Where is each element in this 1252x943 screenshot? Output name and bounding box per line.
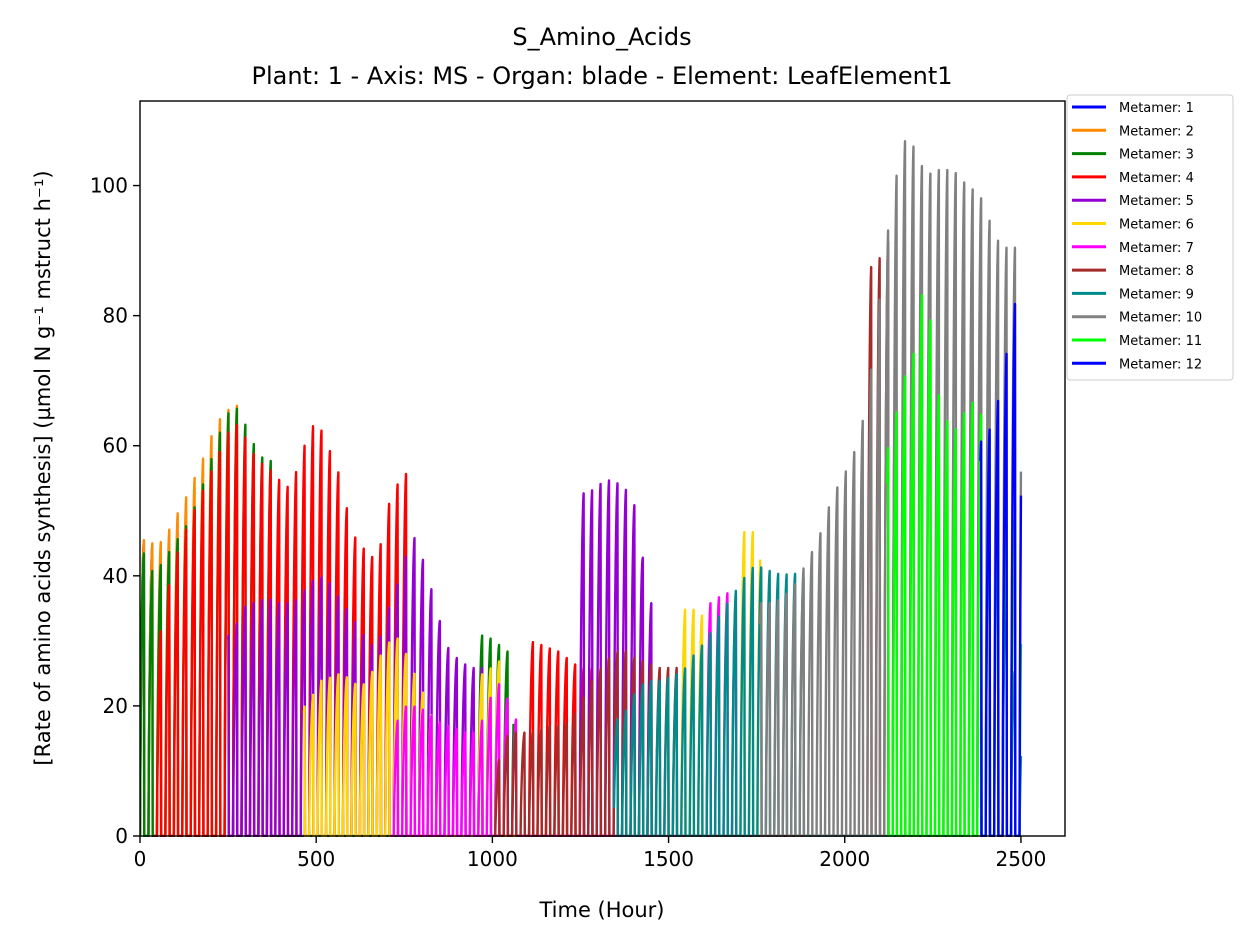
- x-tick-label: 1500: [643, 847, 694, 871]
- y-tick-label: 100: [90, 174, 128, 198]
- legend-label: Metamer: 6: [1119, 218, 1194, 233]
- y-tick-label: 40: [103, 564, 128, 588]
- x-tick-label: 2500: [995, 847, 1046, 871]
- y-axis: 0 20 40 60 80 100: [90, 174, 140, 848]
- legend-label: Metamer: 10: [1119, 311, 1202, 326]
- chart-subtitle: Plant: 1 - Axis: MS - Organ: blade - Ele…: [251, 62, 952, 90]
- legend: Metamer: 1 Metamer: 2 Metamer: 3 Metamer: 4…: [1066, 94, 1234, 381]
- x-tick-label: 0: [134, 847, 147, 871]
- y-tick-label: 0: [115, 824, 128, 848]
- legend-label: Metamer: 7: [1119, 241, 1194, 256]
- legend-label: Metamer: 11: [1119, 334, 1202, 349]
- legend-label: Metamer: 1: [1119, 101, 1194, 116]
- y-tick-label: 80: [103, 304, 128, 328]
- legend-label: Metamer: 4: [1119, 171, 1194, 186]
- chart-title: S_Amino_Acids: [512, 23, 691, 51]
- legend-label: Metamer: 5: [1119, 194, 1194, 209]
- x-axis-label: Time (Hour): [538, 898, 664, 922]
- x-axis: 0 500 1000 1500 2000 2500: [134, 836, 1046, 871]
- y-tick-label: 20: [103, 694, 128, 718]
- y-tick-label: 60: [103, 434, 128, 458]
- legend-label: Metamer: 9: [1119, 287, 1194, 302]
- legend-label: Metamer: 3: [1119, 148, 1194, 163]
- y-axis-label: [Rate of amino acids synthesis] (µmol N …: [31, 170, 55, 765]
- legend-frame: [1066, 94, 1234, 381]
- x-tick-label: 2000: [819, 847, 870, 871]
- plot-area: [139, 100, 1066, 837]
- plot-frame: [139, 100, 1066, 837]
- legend-label: Metamer: 2: [1119, 124, 1194, 139]
- x-tick-label: 1000: [467, 847, 518, 871]
- legend-label: Metamer: 12: [1119, 357, 1202, 372]
- x-tick-label: 500: [297, 847, 335, 871]
- legend-label: Metamer: 8: [1119, 264, 1194, 279]
